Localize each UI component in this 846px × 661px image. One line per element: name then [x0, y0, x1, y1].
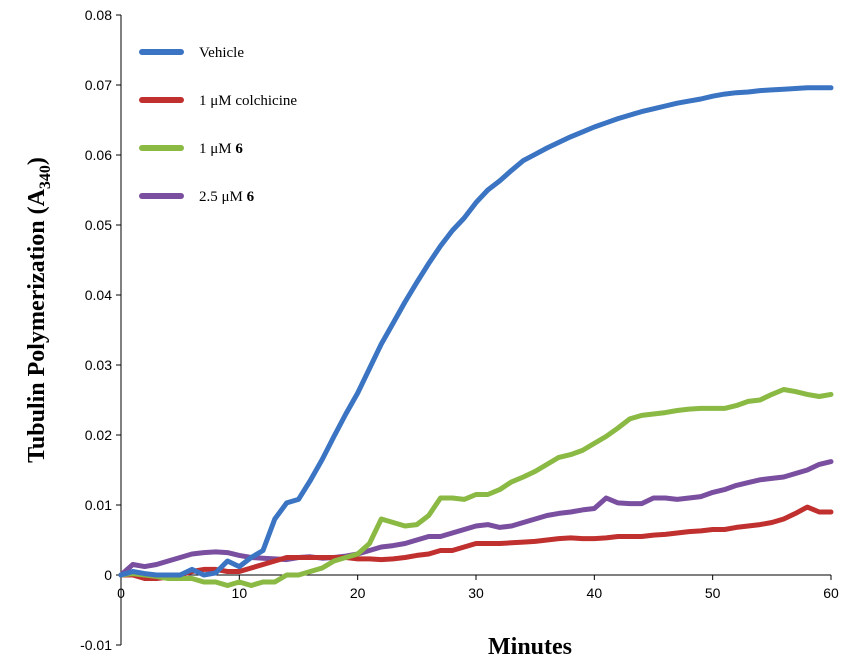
legend-label-text: 1 μM [199, 141, 235, 157]
y-axis-ticks: -0.01 0 0.01 0.02 0.03 0.04 0.05 0.06 0.07 0.08 [80, 7, 121, 653]
y-tick-label: 0.03 [85, 357, 112, 373]
y-axis-title-subscript: 340 [37, 165, 54, 189]
legend-item: Vehicle [139, 45, 244, 61]
y-tick-label: 0.06 [85, 147, 112, 163]
legend-label: Vehicle [199, 45, 244, 61]
x-tick-label: 60 [823, 585, 839, 601]
legend-item: 1 μM 6 [139, 141, 243, 157]
y-axis-title-suffix: ) [24, 157, 50, 165]
legend-label-text: 2.5 μM [199, 189, 247, 205]
y-tick-label: 0.02 [85, 427, 112, 443]
y-tick-label: -0.01 [80, 637, 112, 653]
y-axis-title-prefix: (A [24, 188, 50, 214]
y-tick-label: 0.01 [85, 497, 112, 513]
y-tick-label: 0.08 [85, 7, 112, 23]
legend-label-text: 1 μM colchicine [199, 93, 297, 109]
series-lines [118, 85, 834, 588]
x-axis-ticks: 0 10 20 30 40 50 60 [117, 575, 839, 601]
svg-text:Tubulin Polymerization(A340): Tubulin Polymerization (A340) [24, 157, 54, 463]
y-tick-label: 0.07 [85, 77, 112, 93]
x-tick-label: 30 [468, 585, 484, 601]
series-line [118, 85, 834, 578]
x-tick-label: 10 [232, 585, 248, 601]
y-tick-label: 0 [104, 567, 112, 583]
legend-label: 1 μM 6 [199, 141, 243, 157]
y-tick-label: 0.05 [85, 217, 112, 233]
x-tick-label: 0 [117, 585, 125, 601]
x-tick-label: 40 [587, 585, 603, 601]
x-axis-title: Minutes [488, 634, 572, 660]
series-line [118, 504, 834, 581]
legend-item: 1 μM colchicine [139, 93, 297, 109]
x-tick-label: 50 [705, 585, 721, 601]
legend-label-compound: 6 [247, 189, 255, 205]
legend-label-text: Vehicle [199, 45, 244, 61]
series-line [118, 459, 834, 578]
y-tick-label: 0.04 [85, 287, 112, 303]
legend-label: 1 μM colchicine [199, 93, 297, 109]
y-axis-title: Tubulin Polymerization (A340) [24, 157, 54, 463]
legend-label: 2.5 μM 6 [199, 189, 255, 205]
x-tick-label: 20 [350, 585, 366, 601]
series-line [118, 387, 834, 588]
legend-label-compound: 6 [235, 141, 243, 157]
legend-item: 2.5 μM 6 [139, 189, 255, 205]
y-axis-title-main: Tubulin Polymerization [24, 220, 50, 462]
